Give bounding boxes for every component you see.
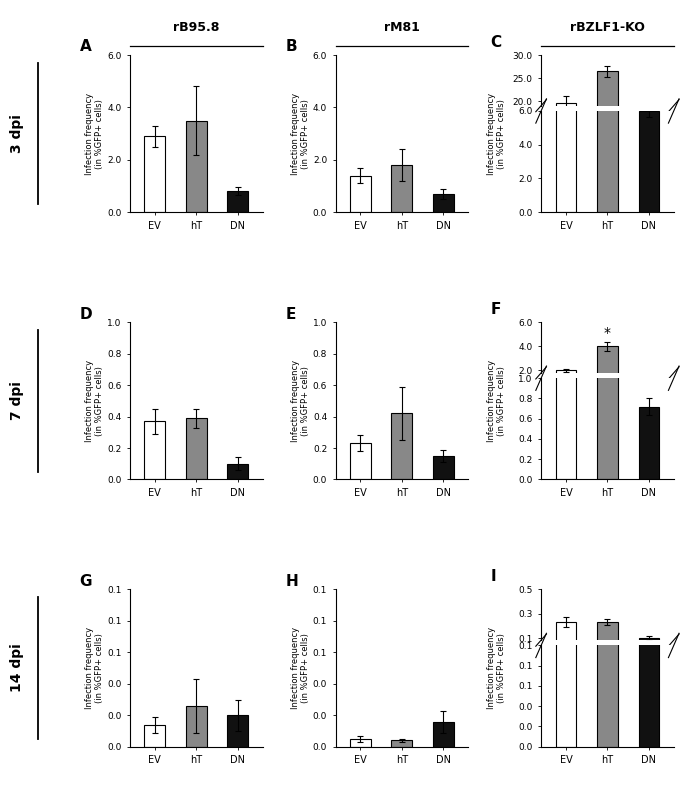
Text: Infection frequency
(in %GFP+ cells): Infection frequency (in %GFP+ cells) — [487, 627, 506, 709]
Y-axis label: Infection frequency
(in %GFP+ cells): Infection frequency (in %GFP+ cells) — [85, 93, 105, 174]
Y-axis label: Infection frequency
(in %GFP+ cells): Infection frequency (in %GFP+ cells) — [291, 627, 310, 709]
Bar — [638, 111, 659, 212]
Bar — [186, 418, 207, 479]
Text: G: G — [79, 574, 92, 589]
Y-axis label: Infection frequency
(in %GFP+ cells): Infection frequency (in %GFP+ cells) — [291, 360, 310, 442]
Bar — [638, 406, 659, 479]
Text: Infection frequency
(in %GFP+ cells): Infection frequency (in %GFP+ cells) — [487, 93, 506, 174]
Bar — [144, 725, 166, 747]
Bar — [638, 166, 659, 193]
Y-axis label: Infection frequency
(in %GFP+ cells): Infection frequency (in %GFP+ cells) — [85, 360, 105, 442]
Text: F: F — [490, 302, 501, 317]
Text: rB95.8: rB95.8 — [173, 20, 220, 34]
Bar — [597, 75, 618, 479]
Bar — [597, 494, 618, 747]
Text: rM81: rM81 — [384, 20, 420, 34]
Bar — [391, 165, 412, 212]
Bar — [638, 386, 659, 395]
Bar — [144, 421, 166, 479]
Text: B: B — [285, 39, 297, 54]
Text: 3 dpi: 3 dpi — [10, 114, 24, 153]
Text: *: * — [604, 325, 611, 340]
Bar — [597, 0, 618, 212]
Bar — [555, 623, 577, 663]
Text: A: A — [79, 39, 91, 54]
Text: I: I — [490, 569, 497, 584]
Bar — [350, 739, 371, 747]
Text: rBZLF1-KO: rBZLF1-KO — [570, 20, 645, 34]
Bar — [144, 136, 166, 212]
Bar — [391, 413, 412, 479]
Text: H: H — [285, 574, 298, 589]
Bar — [433, 456, 453, 479]
Bar — [638, 595, 659, 747]
Y-axis label: Infection frequency
(in %GFP+ cells): Infection frequency (in %GFP+ cells) — [85, 627, 105, 709]
Bar — [186, 706, 207, 747]
Y-axis label: Infection frequency
(in %GFP+ cells): Infection frequency (in %GFP+ cells) — [291, 93, 310, 174]
Text: C: C — [490, 35, 502, 50]
Bar — [555, 103, 577, 193]
Bar — [227, 191, 248, 212]
Bar — [227, 715, 248, 747]
Text: E: E — [285, 307, 295, 321]
Bar — [555, 370, 577, 395]
Text: Infection frequency
(in %GFP+ cells): Infection frequency (in %GFP+ cells) — [487, 360, 506, 442]
Bar — [186, 120, 207, 212]
Bar — [433, 194, 453, 212]
Text: 7 dpi: 7 dpi — [10, 381, 24, 421]
Bar — [555, 494, 577, 747]
Bar — [597, 347, 618, 395]
Bar — [555, 277, 577, 479]
Bar — [227, 464, 248, 479]
Bar — [555, 0, 577, 212]
Bar — [350, 175, 371, 212]
Bar — [597, 71, 618, 193]
Text: D: D — [79, 307, 92, 321]
Bar — [433, 722, 453, 747]
Bar — [638, 638, 659, 663]
Bar — [391, 740, 412, 747]
Bar — [350, 443, 371, 479]
Bar — [597, 623, 618, 663]
Text: 14 dpi: 14 dpi — [10, 644, 24, 692]
